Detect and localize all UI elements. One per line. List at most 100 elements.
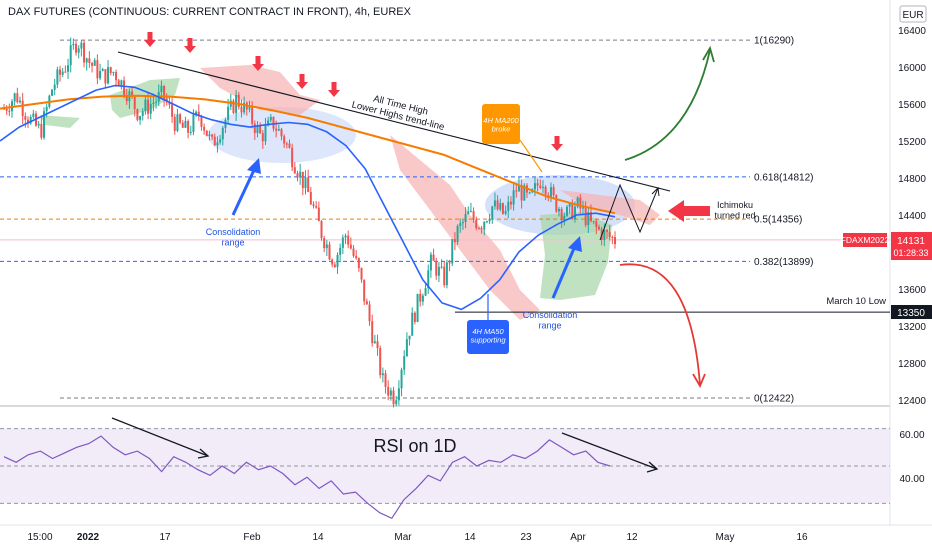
- candle-body: [232, 100, 235, 113]
- projection-zigzag-head: [651, 186, 660, 197]
- candle-body: [16, 93, 19, 103]
- candle-body: [93, 60, 96, 66]
- candle-body: [85, 58, 88, 63]
- candle-body: [491, 206, 494, 219]
- x-tick-label: 17: [159, 532, 171, 543]
- candle-body: [69, 45, 72, 66]
- candle-body: [576, 197, 579, 207]
- march-low-price-box: [891, 305, 932, 319]
- price-axis[interactable]: 1640016000156001520014800144001400013600…: [898, 26, 926, 407]
- time-axis[interactable]: 15:00 2022 17 Feb 14 Mar 14 23 Apr 12 May 16: [27, 532, 808, 543]
- ma200-broke-pointer: [519, 139, 543, 173]
- candle-body: [603, 230, 606, 240]
- candle-body: [259, 125, 262, 134]
- candle-body: [317, 207, 320, 222]
- candle-body: [352, 248, 355, 256]
- candle-body: [467, 211, 470, 215]
- x-tick-label: 15:00: [27, 532, 52, 543]
- ma200-line: [0, 94, 616, 215]
- ichimoku-arrow: [668, 200, 710, 222]
- sell-marker: [331, 82, 337, 90]
- ichimoku-red-patch: [390, 135, 540, 320]
- candle-body: [435, 260, 438, 276]
- y-tick-label: 14800: [898, 174, 926, 185]
- sell-marker-head: [551, 144, 563, 151]
- x-tick-label: Mar: [394, 532, 412, 543]
- candle-body: [536, 183, 539, 186]
- candle-body: [349, 244, 352, 249]
- candle-body: [264, 125, 267, 142]
- candle-body: [459, 223, 462, 227]
- candle-body: [179, 114, 182, 123]
- candle-body: [477, 228, 480, 230]
- candle-body: [485, 221, 488, 223]
- candle-body: [379, 348, 382, 376]
- sell-marker: [299, 74, 305, 82]
- candle-body: [323, 238, 326, 249]
- currency-badge-box[interactable]: [899, 5, 927, 23]
- candle-body: [51, 89, 54, 96]
- candle-body: [283, 136, 286, 144]
- candle-body: [584, 207, 587, 225]
- candle-body: [115, 72, 118, 81]
- candle-body: [96, 60, 99, 79]
- candle-body: [136, 109, 139, 120]
- candle-body: [384, 373, 387, 387]
- candle-body: [528, 192, 531, 194]
- candle-body: [299, 171, 302, 178]
- candle-body: [419, 293, 422, 302]
- candle-body: [555, 195, 558, 212]
- candle-body: [149, 103, 152, 114]
- candle-body: [376, 341, 379, 349]
- candle-body: [475, 219, 478, 229]
- candle-body: [173, 116, 176, 131]
- x-tick-label: 14: [312, 532, 324, 543]
- x-tick-label: 23: [520, 532, 532, 543]
- ma50-line: [0, 84, 616, 311]
- candle-body: [19, 100, 22, 103]
- candle-body: [328, 244, 331, 260]
- candle-body: [160, 85, 163, 93]
- candle-body: [304, 177, 307, 189]
- candle-body: [3, 108, 5, 110]
- candle-body: [109, 67, 112, 73]
- candle-body: [24, 116, 27, 120]
- chart-title: DAX FUTURES (CONTINUOUS: CURRENT CONTRAC…: [8, 6, 412, 18]
- candle-body: [483, 221, 486, 230]
- currency-badge: EUR: [902, 10, 923, 21]
- y-tick-label: 14400: [898, 211, 926, 222]
- candle-body: [589, 212, 592, 221]
- candle-body: [72, 43, 75, 46]
- candle-body: [541, 186, 544, 188]
- candle-body: [515, 190, 518, 192]
- candle-body: [280, 129, 283, 137]
- candle-body: [520, 185, 523, 201]
- candle-body: [469, 211, 472, 213]
- candle-body: [333, 264, 336, 268]
- candle-body: [288, 143, 291, 148]
- x-tick-label: 12: [626, 532, 638, 543]
- rsi-tick-60: 60.00: [899, 430, 924, 441]
- sell-marker-head: [184, 46, 196, 53]
- candle-body: [339, 247, 342, 255]
- candle-body: [125, 94, 128, 102]
- candle-body: [27, 119, 30, 124]
- ichimoku-label: Ichimoku turned red: [714, 200, 755, 220]
- candle-body: [123, 80, 126, 95]
- candle-body: [315, 205, 318, 208]
- candle-body: [256, 125, 259, 134]
- candle-body: [32, 113, 35, 117]
- candle-body: [344, 235, 347, 238]
- candle-body: [411, 312, 414, 336]
- candle-body: [552, 187, 555, 196]
- candle-body: [504, 210, 507, 214]
- sell-marker: [147, 32, 153, 40]
- lower-highs-trendline: [117, 51, 671, 192]
- y-tick-label: 16400: [898, 26, 926, 37]
- candle-body: [309, 192, 312, 205]
- candle-body: [501, 203, 504, 214]
- ichimoku-red-patch: [200, 65, 320, 115]
- candle-body: [440, 266, 443, 268]
- pointer-arrow-1: [231, 167, 257, 216]
